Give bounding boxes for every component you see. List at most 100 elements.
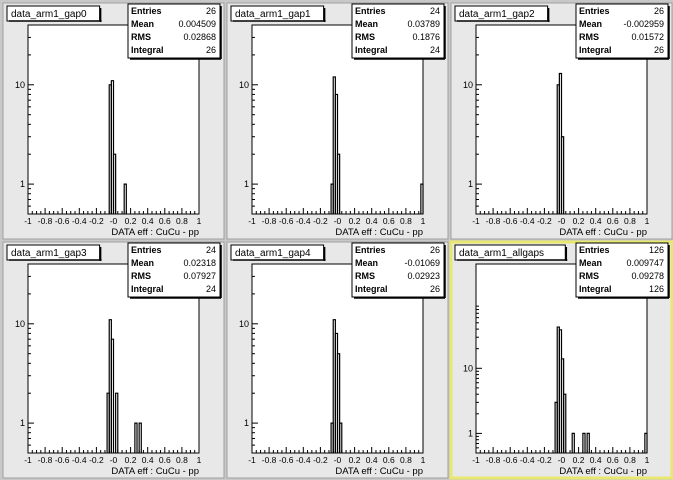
stats-value: 24 xyxy=(206,245,216,255)
x-axis-label: DATA eff : CuCu - pp xyxy=(559,227,647,238)
histogram-bin xyxy=(110,338,115,453)
x-tick-label: 0.4 xyxy=(142,455,154,465)
histogram-bin xyxy=(336,153,341,214)
stats-key: Mean xyxy=(579,19,602,29)
x-tick-label: -0.8 xyxy=(38,455,53,465)
histogram-bin xyxy=(560,136,565,214)
y-tick-label: 10 xyxy=(463,80,473,90)
x-tick-label: -0 xyxy=(334,216,342,226)
x-tick-label: 0.8 xyxy=(624,455,636,465)
stats-value: 0.02923 xyxy=(407,271,440,281)
stats-value: 26 xyxy=(430,245,440,255)
histogram-bin xyxy=(138,422,142,453)
x-tick-label: 0.4 xyxy=(366,216,378,226)
stats-box xyxy=(575,3,669,59)
stats-key: Entries xyxy=(579,245,610,255)
x-tick-label: -0.4 xyxy=(296,216,311,226)
x-tick-label: 0.2 xyxy=(125,455,137,465)
histogram-pad: -1 -0.8 -0.6 -0.4 -0.2 -0 0.2 0.4 0.6 0.8 1 1 10 DATA… xyxy=(449,240,673,480)
x-tick-label: -0 xyxy=(558,455,566,465)
histogram-bin xyxy=(123,183,127,214)
histogram-bin xyxy=(582,432,586,453)
x-tick-label: -1 xyxy=(24,455,32,465)
stats-value: 24 xyxy=(430,45,440,55)
x-tick-label: 0.8 xyxy=(176,216,188,226)
stats-value: 24 xyxy=(430,6,440,16)
x-tick-label: 0.6 xyxy=(607,216,619,226)
stats-value: -0.01069 xyxy=(404,258,440,268)
histogram-bin xyxy=(110,80,115,214)
stats-value: 0.1876 xyxy=(412,32,440,42)
chart-title: data_arm1_gap0 xyxy=(11,9,87,20)
histogram-pad: -1 -0.8 -0.6 -0.4 -0.2 -0 0.2 0.4 0.6 0.8 1 1 10 DATA… xyxy=(226,2,449,240)
stats-key: RMS xyxy=(579,271,599,281)
stats-value: 126 xyxy=(649,284,664,294)
x-tick-label: -0.6 xyxy=(279,455,294,465)
y-tick-label: 10 xyxy=(239,319,249,329)
x-tick-label: -0.4 xyxy=(520,455,535,465)
stats-key: Mean xyxy=(131,258,154,268)
x-tick-label: -0.6 xyxy=(279,216,294,226)
x-axis-label: DATA eff : CuCu - pp xyxy=(111,227,199,238)
stats-key: Entries xyxy=(131,6,162,16)
x-tick-label: 0.6 xyxy=(383,455,395,465)
x-tick-label: -0.4 xyxy=(72,455,87,465)
stats-box xyxy=(575,242,669,298)
y-tick-label: 1 xyxy=(244,418,249,428)
x-tick-label: -0.2 xyxy=(537,216,552,226)
x-tick-label: -1 xyxy=(248,455,256,465)
stats-key: Integral xyxy=(131,284,164,294)
stats-value: 24 xyxy=(206,284,216,294)
x-tick-label: -1 xyxy=(472,216,480,226)
stats-key: Integral xyxy=(355,45,388,55)
histogram-pad: -1 -0.8 -0.6 -0.4 -0.2 -0 0.2 0.4 0.6 0.8 1 1 10 DATA… xyxy=(2,2,225,240)
x-tick-label: -0.2 xyxy=(537,455,552,465)
stats-key: Integral xyxy=(131,45,164,55)
histogram-bin xyxy=(571,432,575,453)
y-tick-label: 1 xyxy=(468,428,473,438)
stats-value: 26 xyxy=(654,45,664,55)
chart-title: data_arm1_gap4 xyxy=(235,248,311,259)
x-tick-label: 0.2 xyxy=(125,216,137,226)
stats-key: Mean xyxy=(131,19,154,29)
x-tick-label: -0.8 xyxy=(486,455,501,465)
y-tick-label: 10 xyxy=(15,80,25,90)
x-tick-label: -0.8 xyxy=(486,216,501,226)
x-tick-label: 0.4 xyxy=(590,455,602,465)
stats-value: 0.01572 xyxy=(631,32,664,42)
x-tick-label: 1 xyxy=(645,455,650,465)
x-tick-label: -0 xyxy=(110,455,118,465)
stats-key: Integral xyxy=(355,284,388,294)
x-tick-label: 1 xyxy=(197,455,202,465)
y-tick-label: 1 xyxy=(244,179,249,189)
stats-key: RMS xyxy=(579,32,599,42)
x-axis-label: DATA eff : CuCu - pp xyxy=(559,466,647,477)
x-tick-label: -1 xyxy=(248,216,256,226)
stats-box xyxy=(127,3,221,59)
stats-key: RMS xyxy=(355,32,375,42)
x-tick-label: -0 xyxy=(110,216,118,226)
stats-key: Entries xyxy=(355,6,386,16)
chart-title: data_arm1_allgaps xyxy=(459,248,544,259)
x-tick-label: 0.2 xyxy=(349,455,361,465)
x-tick-label: -0 xyxy=(558,216,566,226)
x-tick-label: 0.2 xyxy=(349,216,361,226)
stats-key: Integral xyxy=(579,45,612,55)
y-tick-label: 10 xyxy=(15,319,25,329)
chart-title: data_arm1_gap1 xyxy=(235,9,311,20)
x-tick-label: -1 xyxy=(24,216,32,226)
chart-title: data_arm1_gap2 xyxy=(459,9,535,20)
stats-box xyxy=(351,3,445,59)
x-tick-label: 0.8 xyxy=(400,455,412,465)
x-axis-label: DATA eff : CuCu - pp xyxy=(335,227,423,238)
x-tick-label: 1 xyxy=(197,216,202,226)
histogram-bin xyxy=(134,422,138,453)
x-tick-label: -0.8 xyxy=(262,455,277,465)
histogram-pad: -1 -0.8 -0.6 -0.4 -0.2 -0 0.2 0.4 0.6 0.8 1 1 10 DATA… xyxy=(450,2,673,240)
x-tick-label: -0.2 xyxy=(89,216,104,226)
stats-value: 26 xyxy=(430,284,440,294)
x-tick-label: 0.6 xyxy=(383,216,395,226)
x-tick-label: -0.6 xyxy=(503,216,518,226)
stats-box xyxy=(351,242,445,298)
